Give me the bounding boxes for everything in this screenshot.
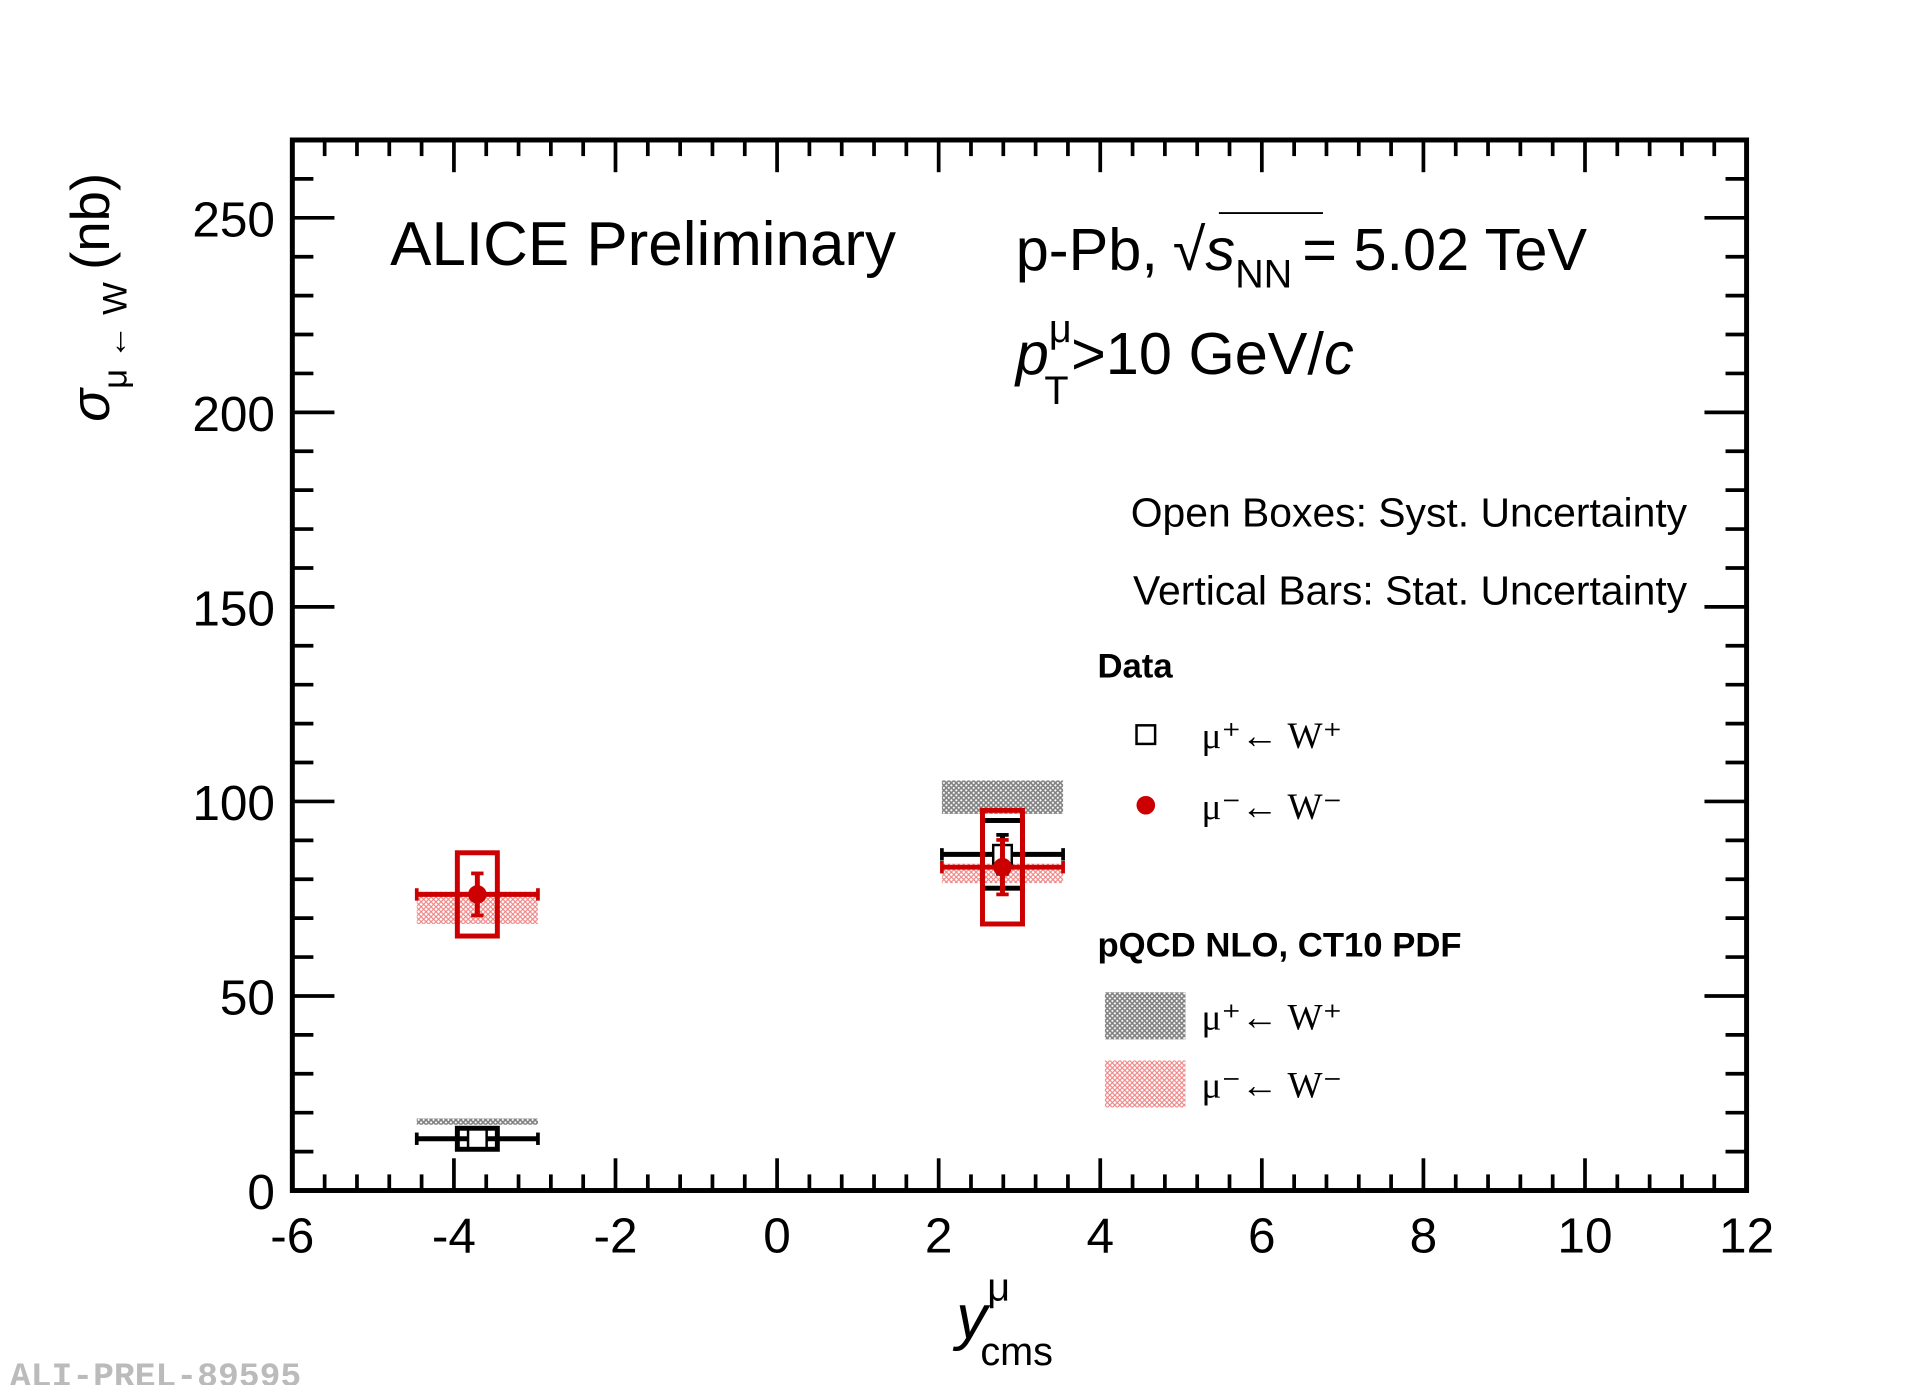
- x-tick-label: 10: [1557, 1207, 1612, 1263]
- x-tick-label: 12: [1719, 1207, 1774, 1263]
- cut-symbol: p: [1014, 320, 1049, 387]
- y-axis-label: σμ ← W (nb): [60, 173, 134, 422]
- marker: [1136, 795, 1156, 815]
- plot-frame: [289, 137, 1750, 1193]
- x-tick-label: 8: [1410, 1207, 1438, 1263]
- y-tick-label: 50: [220, 970, 275, 1026]
- cut-superscript: μ: [1049, 307, 1072, 351]
- theory-band: [416, 1118, 538, 1125]
- energy: = 5.02 TeV: [1302, 216, 1587, 283]
- x-tick-label: 2: [925, 1207, 953, 1263]
- legend-swatch: [1104, 992, 1186, 1040]
- x-label: y: [952, 1283, 991, 1352]
- collision: p-Pb,: [1016, 216, 1158, 283]
- legend-title: Data: [1097, 648, 1173, 686]
- y-label-unit: (nb): [60, 173, 121, 270]
- legend-label: μ⁻← W⁻: [1202, 1066, 1343, 1107]
- legend-label: μ⁺← W⁺: [1202, 997, 1343, 1038]
- marker: [1135, 724, 1157, 746]
- sqrt: √: [1173, 216, 1206, 283]
- chart-title: ALICE Preliminary: [390, 210, 896, 279]
- y-label: σ: [60, 387, 121, 422]
- energy-symbol: s: [1205, 216, 1235, 283]
- note: Vertical Bars: Stat. Uncertainty: [1133, 568, 1688, 614]
- x-tick-label: -2: [593, 1207, 637, 1263]
- legend-title: pQCD NLO, CT10 PDF: [1097, 926, 1461, 964]
- y-tick-label: 100: [192, 775, 275, 831]
- x-tick-label: -6: [270, 1207, 314, 1263]
- cut-label: pμ T>10 GeV/c: [1014, 307, 1354, 413]
- cut-subscript: T: [1044, 369, 1068, 413]
- watermark: ALI-PREL-89595: [10, 1358, 301, 1385]
- x-tick-label: 0: [763, 1207, 791, 1263]
- x-label-subscript: cms: [980, 1330, 1053, 1374]
- y-tick-label: 150: [192, 580, 275, 636]
- cut-unit: c: [1324, 320, 1354, 387]
- y-label-subscript: μ ← W: [96, 282, 134, 389]
- collision-label: p-Pb, √sNN = 5.02 TeV: [1016, 216, 1588, 296]
- note: Open Boxes: Syst. Uncertainty: [1131, 489, 1688, 535]
- x-axis-label: yμ cms: [952, 1266, 1053, 1374]
- marker: [468, 885, 487, 904]
- y-tick-label: 250: [192, 191, 275, 247]
- legend-label: μ⁺← W⁺: [1202, 716, 1343, 757]
- y-tick-label: 200: [192, 386, 275, 442]
- legend-label: μ⁻← W⁻: [1202, 787, 1343, 828]
- legend-swatch: [1104, 1060, 1186, 1108]
- marker: [993, 857, 1012, 877]
- x-tick-label: -4: [432, 1207, 476, 1263]
- marker: [466, 1128, 488, 1150]
- x-tick-label: 4: [1086, 1207, 1114, 1263]
- x-label-superscript: μ: [987, 1266, 1010, 1310]
- energy-subscript: NN: [1235, 252, 1292, 296]
- x-tick-label: 6: [1248, 1207, 1276, 1263]
- cut: >10 GeV/: [1071, 320, 1324, 387]
- y-tick-label: 0: [247, 1164, 275, 1220]
